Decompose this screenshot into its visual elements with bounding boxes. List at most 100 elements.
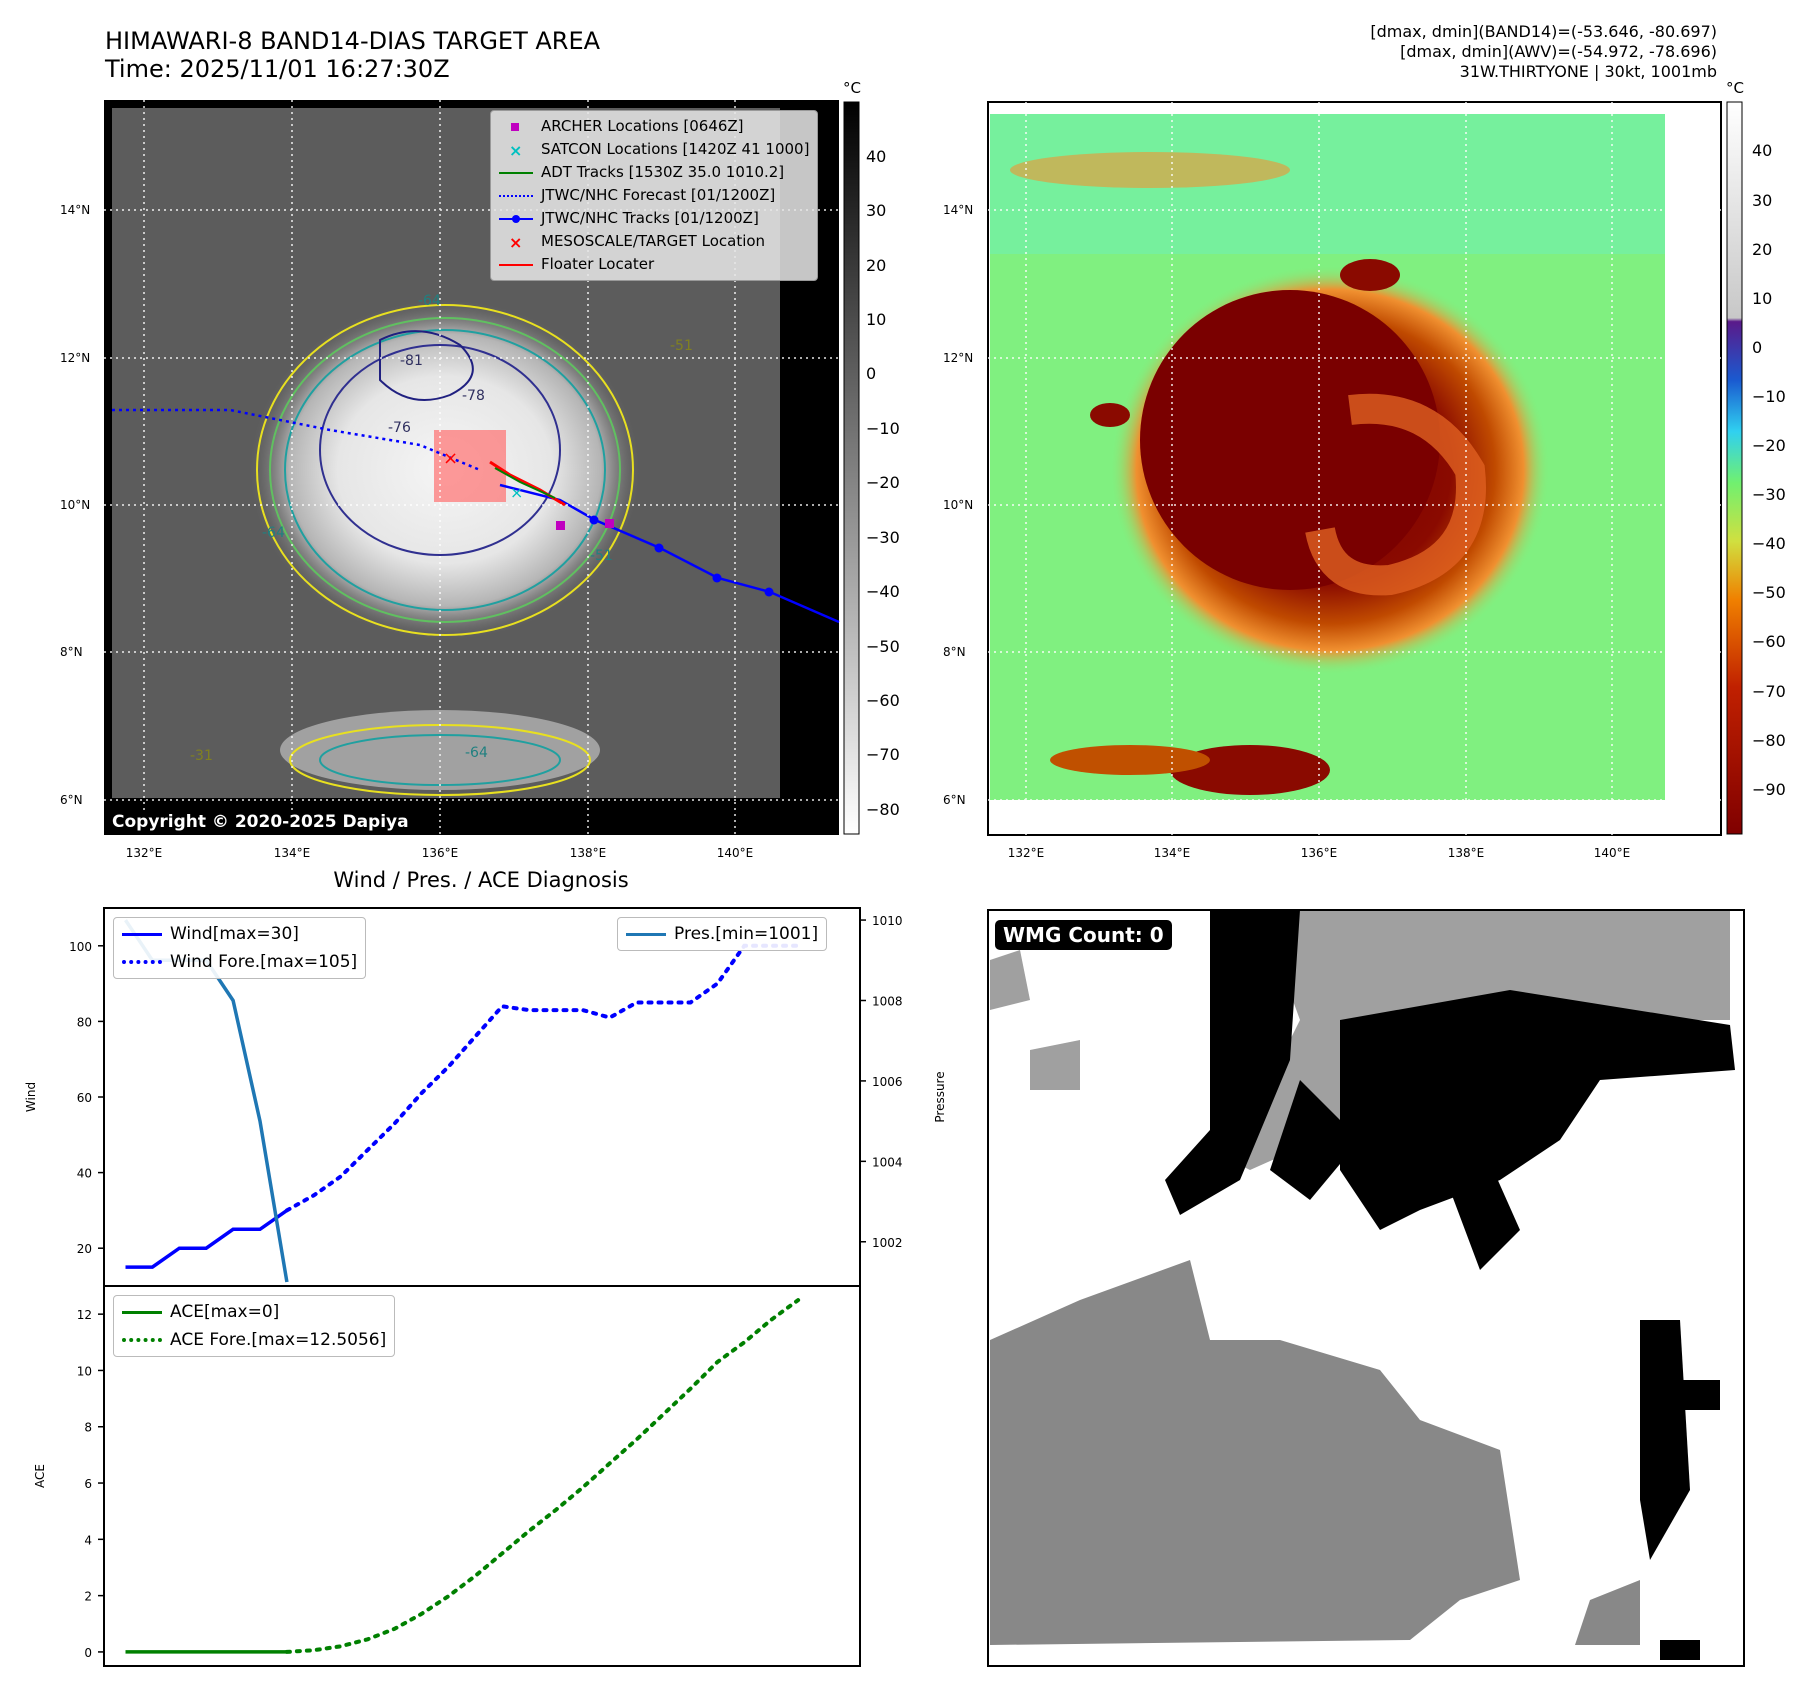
ir-lon-tick: 138°E [570, 846, 607, 860]
series-line [284, 1298, 801, 1654]
contour-label-9: -51 [670, 338, 693, 354]
ytick-right-label: 1010 [872, 914, 903, 928]
copyright-label: Copyright © 2020-2025 Dapiya [108, 810, 413, 834]
ytick-right-label: 1002 [872, 1236, 903, 1250]
legend-label: JTWC/NHC Tracks [01/1200Z] [541, 209, 759, 227]
legend-label: ARCHER Locations [0646Z] [541, 117, 744, 135]
awv-cb-tick: 20 [1752, 240, 1772, 259]
ir-cb-tick: −80 [866, 800, 900, 819]
ace-legend: ACE[max=0] ACE Fore.[max=12.5056] [113, 1295, 396, 1357]
awv-lat-tick: 6°N [943, 793, 966, 807]
awv-lat-ticks: 14°N 12°N 10°N 8°N 6°N [943, 203, 973, 807]
ir-lat-tick: 6°N [60, 793, 83, 807]
awv-cb-tick: −10 [1752, 387, 1786, 406]
ir-lon-tick: 132°E [126, 846, 163, 860]
legend-label: ADT Tracks [1530Z 35.0 1010.2] [541, 163, 785, 181]
legend-label: ACE[max=0] [170, 1302, 280, 1322]
legend-item-archer: ARCHER Locations [0646Z] [499, 115, 809, 138]
x-marker-icon: × [509, 140, 523, 160]
legend-label: Pres.[min=1001] [674, 924, 819, 944]
ytick-label: 40 [77, 1167, 92, 1181]
dotted-line-icon [499, 189, 533, 203]
contour-label-7: -51 [590, 548, 613, 564]
diagnosis-title: Wind / Pres. / ACE Diagnosis [333, 868, 628, 892]
awv-cb-tick: −90 [1752, 780, 1786, 799]
wind-legend: Wind[max=30] Wind Fore.[max=105] [113, 917, 367, 979]
awv-cb-tick: 0 [1752, 338, 1762, 357]
ir-cb-tick: −10 [866, 419, 900, 438]
ir-lon-tick: 134°E [274, 846, 311, 860]
awv-lat-tick: 10°N [943, 498, 973, 512]
awv-cb-tick: −30 [1752, 485, 1786, 504]
line-icon [626, 927, 666, 941]
title-line-1: HIMAWARI-8 BAND14-DIAS TARGET AREA [105, 27, 601, 55]
ir-cb-tick: 0 [866, 364, 876, 383]
awv-lon-tick: 138°E [1448, 846, 1485, 860]
legend-item-floater: Floater Locater [499, 253, 809, 276]
legend-label: MESOSCALE/TARGET Location [541, 232, 766, 250]
ytick-label: 8 [84, 1421, 92, 1435]
ir-legend: ARCHER Locations [0646Z] × SATCON Locati… [490, 110, 819, 281]
ir-lon-ticks: 132°E 134°E 136°E 138°E 140°E [126, 846, 754, 860]
ir-cb-tick: −60 [866, 691, 900, 710]
awv-lon-tick: 134°E [1154, 846, 1191, 860]
legend-label: JTWC/NHC Forecast [01/1200Z] [541, 186, 776, 204]
wmg-frame [987, 909, 1745, 1667]
stats-line-1: [dmax, dmin](BAND14)=(-53.646, -80.697) [1370, 22, 1717, 41]
awv-map [987, 101, 1722, 836]
contour-label-4: -64 [418, 293, 441, 309]
pressure-legend: Pres.[min=1001] [617, 917, 828, 951]
legend-item-mesoscale: × MESOSCALE/TARGET Location [499, 230, 809, 253]
ir-cb-tick: 40 [866, 147, 886, 166]
ir-cb-tick: −40 [866, 582, 900, 601]
wmg-map [988, 910, 1744, 1666]
contour-label-8: -31 [190, 748, 213, 764]
ir-lat-tick: 8°N [60, 645, 83, 659]
contour-label-6: -64 [465, 745, 488, 761]
ir-cb-tick: −30 [866, 528, 900, 547]
ir-cb-tick: 10 [866, 310, 886, 329]
dotted-line-icon [122, 1333, 162, 1347]
ytick-label: 0 [84, 1646, 92, 1660]
awv-lon-tick: 132°E [1008, 846, 1045, 860]
line-icon [499, 258, 533, 272]
wmg-count-badge: WMG Count: 0 [995, 920, 1172, 950]
stats-line-3: 31W.THIRTYONE | 30kt, 1001mb [1459, 62, 1717, 81]
awv-lon-tick: 136°E [1301, 846, 1338, 860]
ytick-label: 20 [77, 1242, 92, 1256]
awv-cb-tick: −70 [1752, 682, 1786, 701]
awv-lat-tick: 12°N [943, 351, 973, 365]
ir-cb-tick: −70 [866, 745, 900, 764]
ir-cb-tick: −50 [866, 637, 900, 656]
ace-axes-frame [103, 1285, 861, 1667]
ytick-label: 2 [84, 1590, 92, 1604]
ir-lat-tick: 12°N [60, 351, 90, 365]
ytick-right-label: 1006 [872, 1075, 903, 1089]
awv-cb-tick: 40 [1752, 141, 1772, 160]
ytick-label: 10 [77, 1364, 92, 1378]
ir-cb-tick: −20 [866, 473, 900, 492]
awv-lat-tick: 8°N [943, 645, 966, 659]
x-marker-icon: × [509, 232, 523, 252]
line-dot-icon [499, 212, 533, 226]
ir-lat-ticks: 14°N 12°N 10°N 8°N 6°N [60, 203, 90, 807]
figure-title: HIMAWARI-8 BAND14-DIAS TARGET AREA Time:… [105, 27, 600, 83]
figure-stats: [dmax, dmin](BAND14)=(-53.646, -80.697) … [1370, 22, 1717, 82]
awv-lon-ticks: 132°E 134°E 136°E 138°E 140°E [1008, 846, 1631, 860]
ir-lat-tick: 10°N [60, 498, 90, 512]
legend-item-ace-fore: ACE Fore.[max=12.5056] [122, 1326, 386, 1354]
ytick-label: 80 [77, 1015, 92, 1029]
awv-colorbar-unit: °C [1726, 79, 1744, 97]
legend-item-pressure: Pres.[min=1001] [626, 920, 818, 948]
legend-item-wind: Wind[max=30] [122, 920, 357, 948]
awv-cb-tick: −80 [1752, 731, 1786, 750]
ytick-right-label: 1008 [872, 994, 903, 1008]
svg-text:×: × [510, 483, 523, 502]
legend-label: Floater Locater [541, 255, 655, 273]
ytick-right-label: 1004 [872, 1155, 903, 1169]
awv-lat-tick: 14°N [943, 203, 973, 217]
ytick-label: 100 [69, 940, 92, 954]
ytick-label: 6 [84, 1477, 92, 1491]
dotted-line-icon [122, 955, 162, 969]
